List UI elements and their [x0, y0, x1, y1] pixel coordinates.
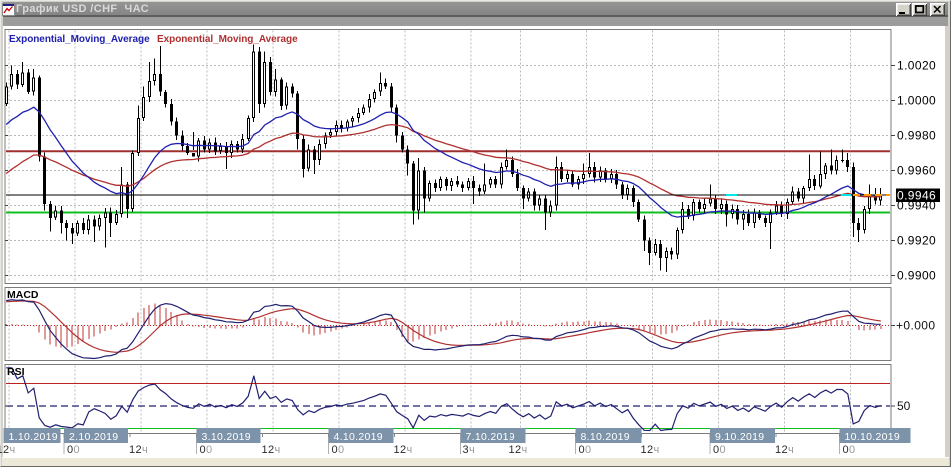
svg-text:3ч: 3ч	[463, 444, 476, 456]
svg-text:12ч: 12ч	[129, 444, 148, 456]
svg-text:10.10.2019: 10.10.2019	[845, 431, 901, 443]
svg-text:0.9900: 0.9900	[897, 269, 936, 283]
svg-text:4.10.2019: 4.10.2019	[334, 431, 383, 443]
svg-text:00: 00	[332, 444, 345, 456]
svg-text:1.10.2019: 1.10.2019	[9, 431, 58, 443]
svg-text:12ч: 12ч	[262, 444, 281, 456]
svg-text:50: 50	[897, 399, 911, 413]
svg-text:0.9946: 0.9946	[897, 189, 936, 203]
svg-text:0.9920: 0.9920	[897, 234, 936, 248]
svg-text:12ч: 12ч	[641, 444, 660, 456]
svg-text:Exponential_Moving_Average: Exponential_Moving_Average	[157, 34, 298, 45]
svg-text:12ч: 12ч	[0, 444, 16, 456]
svg-text:2.10.2019: 2.10.2019	[69, 431, 118, 443]
svg-text:Exponential_Moving_Average: Exponential_Moving_Average	[9, 34, 150, 45]
svg-text:00: 00	[200, 444, 213, 456]
svg-text:9.10.2019: 9.10.2019	[715, 431, 764, 443]
svg-text:8.10.2019: 8.10.2019	[581, 431, 630, 443]
svg-text:12ч: 12ч	[509, 444, 528, 456]
svg-text:0.9960: 0.9960	[897, 164, 936, 178]
svg-text:RSI: RSI	[7, 366, 25, 378]
svg-text:12ч: 12ч	[394, 444, 413, 456]
svg-text:1.0000: 1.0000	[897, 94, 936, 108]
svg-text:+0.000: +0.000	[896, 319, 935, 333]
svg-text:00: 00	[843, 444, 856, 456]
svg-text:00: 00	[713, 444, 726, 456]
svg-text:0.9980: 0.9980	[897, 129, 936, 143]
svg-text:3.10.2019: 3.10.2019	[202, 431, 251, 443]
svg-text:MACD: MACD	[7, 289, 39, 301]
svg-text:7.10.2019: 7.10.2019	[466, 431, 515, 443]
svg-text:00: 00	[579, 444, 592, 456]
svg-text:12ч: 12ч	[775, 444, 794, 456]
svg-text:1.0020: 1.0020	[897, 59, 936, 73]
svg-text:00: 00	[67, 444, 80, 456]
